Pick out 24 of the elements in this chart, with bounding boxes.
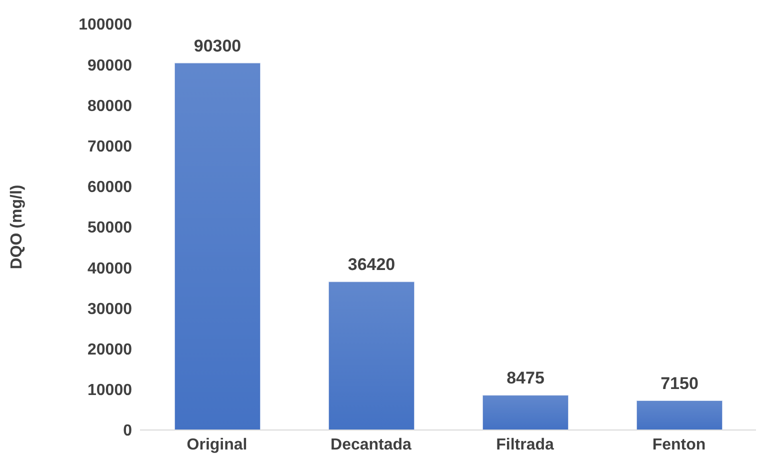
y-tick-label: 20000 [88,341,132,358]
bar [482,395,568,430]
bar [636,400,722,430]
y-tick-label: 60000 [88,179,132,196]
bar [174,62,260,430]
y-tick-label: 0 [123,422,132,440]
data-label: 7150 [660,374,698,393]
x-tick-label: Original [186,436,248,454]
y-axis-title: DQO (mg/l) [8,184,26,270]
y-tick-label: 70000 [88,138,132,156]
y-tick-label: 80000 [88,98,132,115]
data-label: 90300 [194,36,242,56]
y-tick-label: 100000 [78,16,132,34]
x-tick-label: Fenton [652,436,706,454]
y-tick-label: 50000 [88,220,132,237]
y-tick-label: 40000 [88,260,132,278]
x-tick-label: Filtrada [496,436,554,454]
y-tick-label: 90000 [88,57,132,74]
data-label: 36420 [348,255,396,274]
data-label: 8475 [506,368,544,388]
y-tick-label: 30000 [88,300,132,318]
x-tick-label: Decantada [330,436,412,454]
y-tick-label: 10000 [88,382,132,400]
bar [328,282,414,430]
